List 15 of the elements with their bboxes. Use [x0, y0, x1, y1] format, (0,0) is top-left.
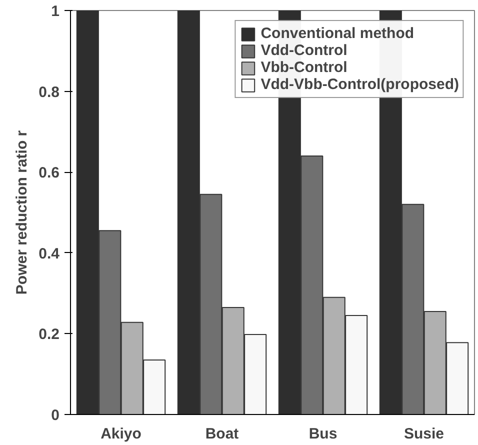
x-tick-label: Bus [308, 426, 338, 442]
legend-label: Conventional method [260, 25, 414, 42]
legend-label: Vbb-Control [260, 59, 348, 76]
x-tick-label: Susie [404, 426, 444, 442]
legend-label: Vdd-Vbb-Control(proposed) [260, 76, 459, 93]
legend-label: Vdd-Control [260, 42, 348, 59]
y-axis-title: Power reduction ratio r [14, 130, 31, 295]
x-tick-label: Boat [205, 426, 239, 442]
y-tick-label: 0.6 [38, 164, 60, 182]
y-tick-label: 0.2 [38, 326, 60, 344]
y-tick-label: 0.8 [38, 84, 60, 101]
x-tick-label: Akiyo [100, 426, 142, 442]
y-tick-label: 0.4 [38, 245, 60, 262]
y-tick-label: 0 [51, 407, 60, 424]
y-tick-label: 1 [51, 3, 60, 20]
